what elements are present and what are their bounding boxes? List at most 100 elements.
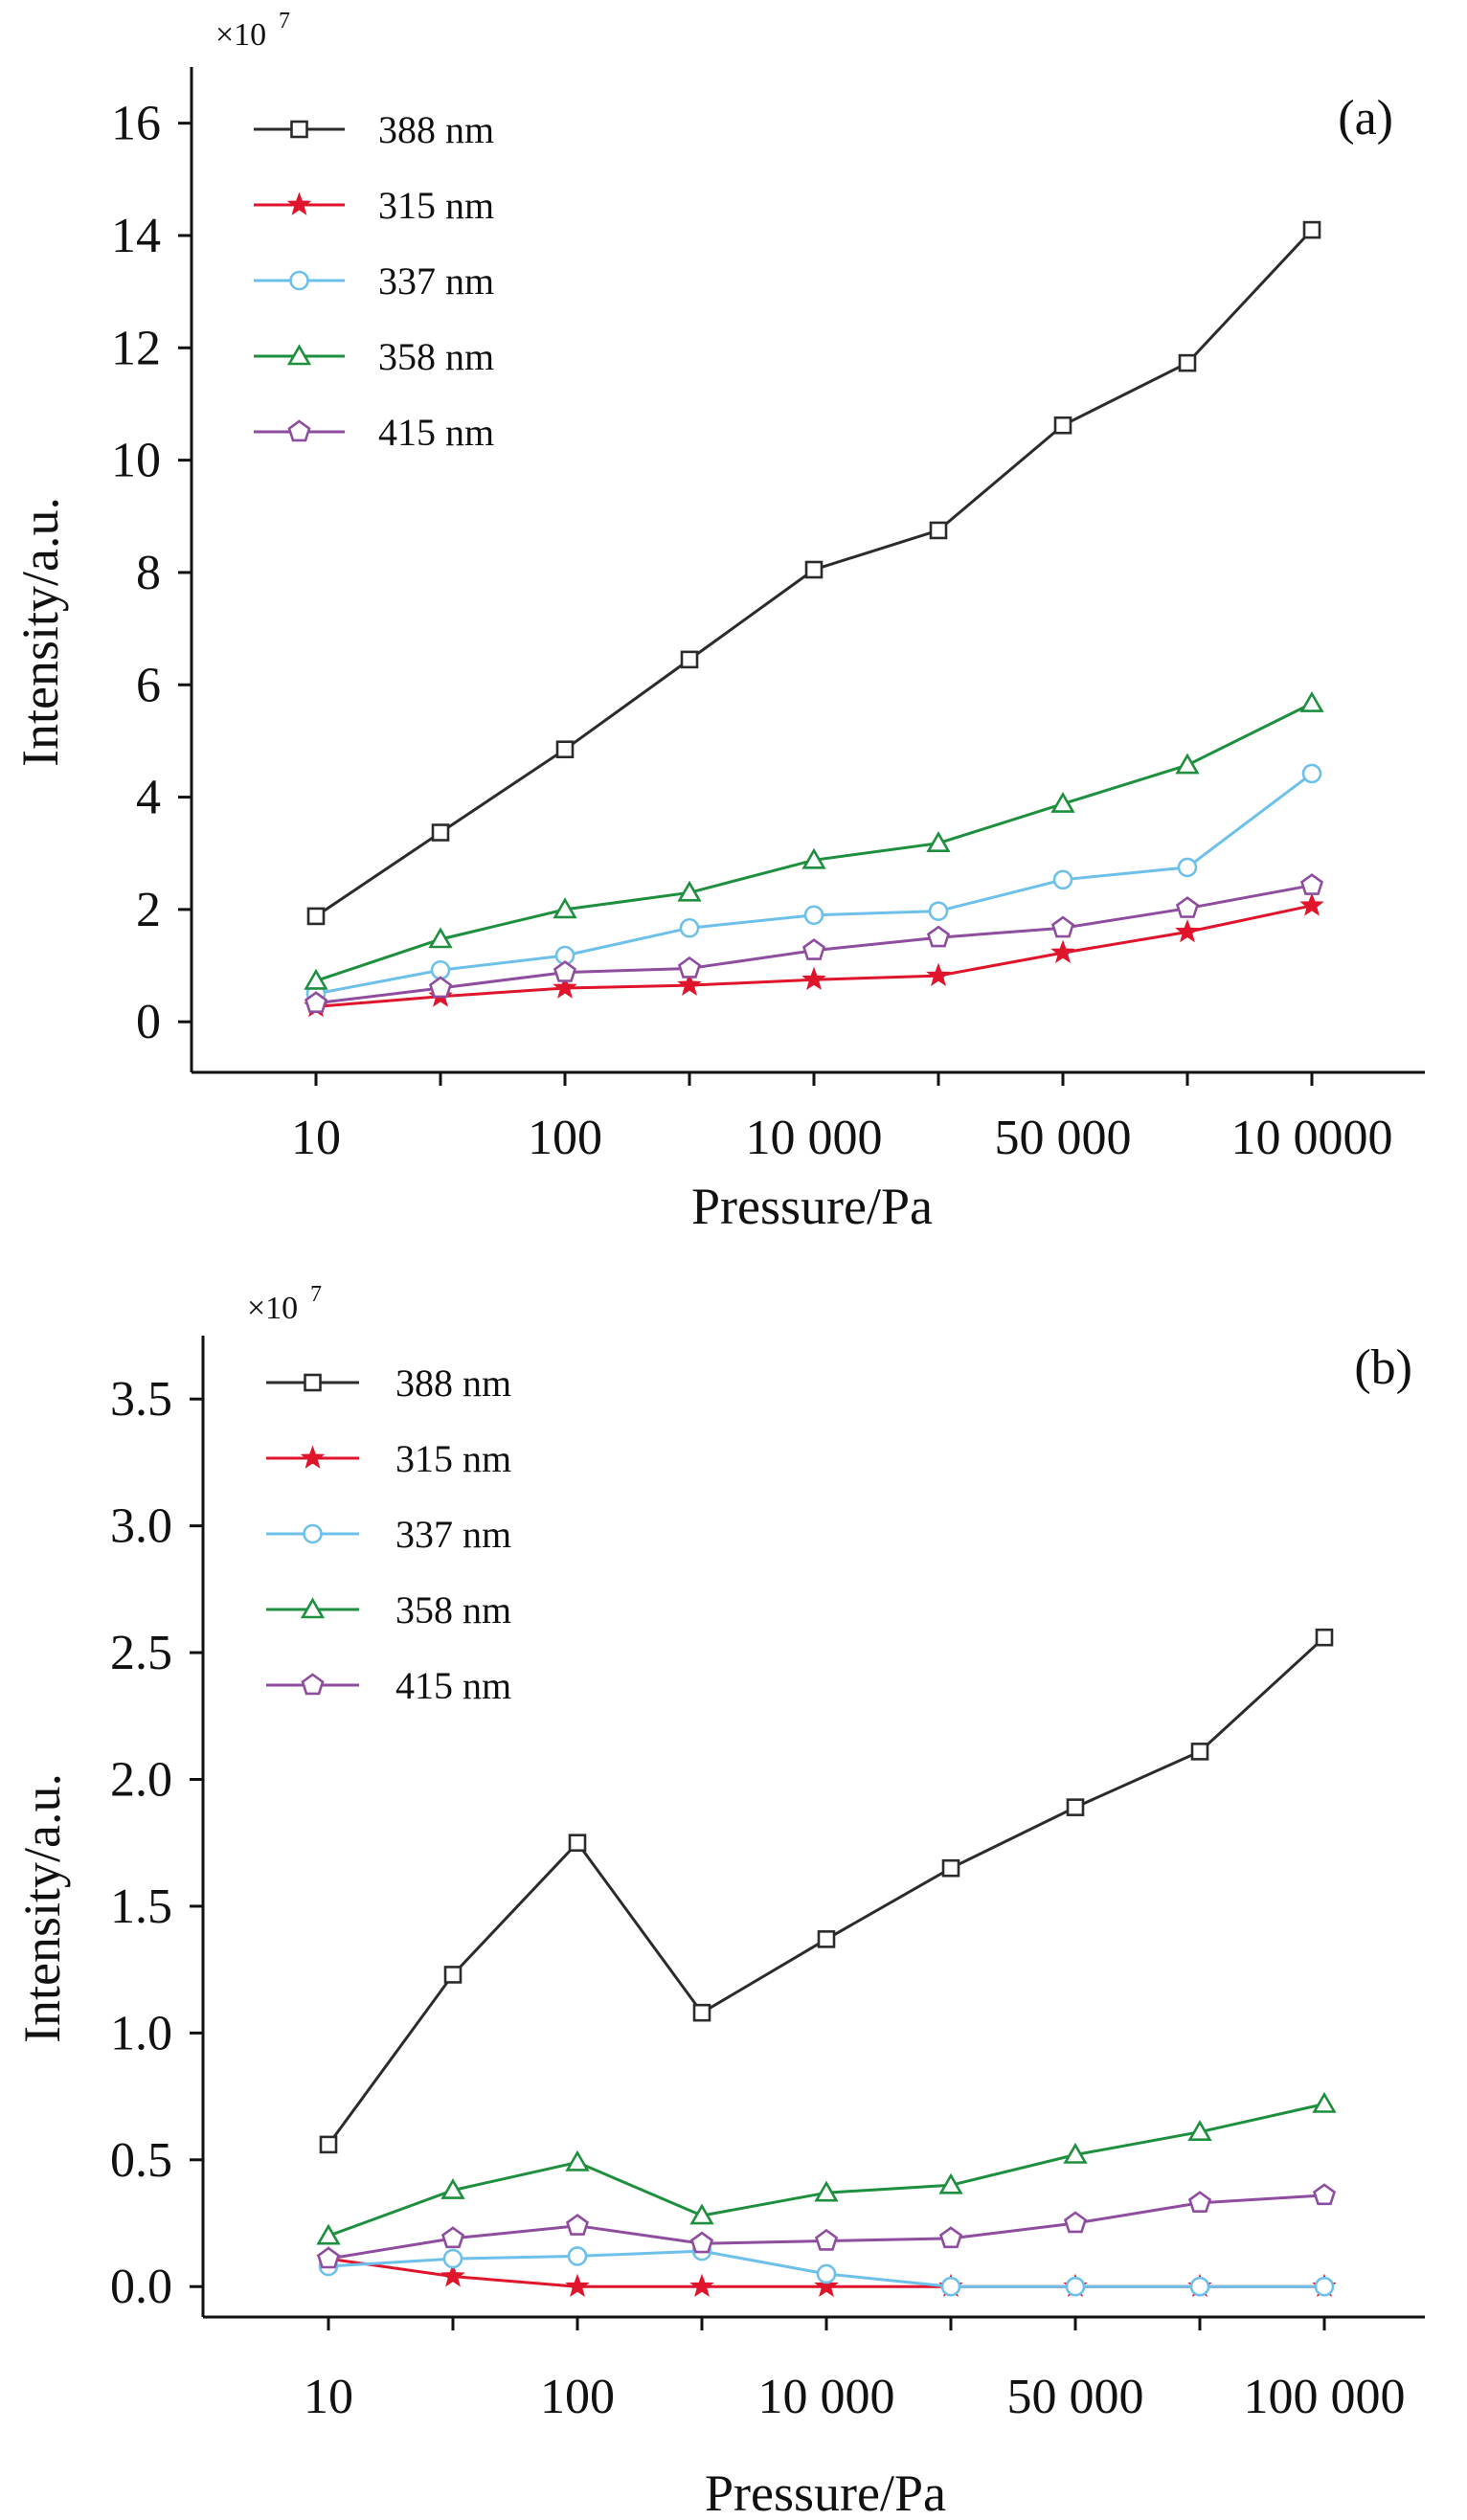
panel-a-series-415-nm bbox=[304, 873, 1324, 1013]
panel-a-legend-marker bbox=[287, 419, 311, 442]
panel-a-data-point bbox=[1175, 753, 1200, 775]
panel-b-data-point bbox=[567, 2246, 588, 2266]
panel-a-data-point bbox=[1175, 896, 1200, 918]
panel-a-data-point bbox=[928, 901, 949, 921]
panel-a-legend-label: 358 nm bbox=[378, 335, 494, 378]
panel-a-x-tick-label: 10 0000 bbox=[1231, 1111, 1393, 1165]
panel-b-data-point bbox=[1063, 2211, 1088, 2234]
panel-a-x-tick-label: 10 000 bbox=[746, 1111, 883, 1165]
panel-a-y-tick-label: 2 bbox=[136, 883, 161, 937]
panel-b-data-point bbox=[443, 1966, 463, 1984]
panel-b-data-point bbox=[316, 2223, 341, 2245]
panel-b-y-tick-label: 0.5 bbox=[110, 2133, 172, 2188]
panel-b: ×10 7 (b) Pressure/Pa Intensity/a.u. 0.0… bbox=[13, 1282, 1425, 2520]
panel-b-y-tick-label: 2.5 bbox=[110, 1626, 172, 1680]
panel-a-data-point bbox=[1052, 869, 1073, 890]
panel-b-data-point bbox=[689, 2273, 714, 2298]
panel-a-data-point bbox=[1050, 939, 1075, 963]
panel-a-data-point bbox=[677, 972, 702, 996]
panel-b-legend-marker bbox=[304, 1373, 322, 1392]
panel-a-y-tick-label: 10 bbox=[111, 434, 161, 488]
panel-a-data-point bbox=[801, 847, 826, 869]
panel-a-legend-item: 415 nm bbox=[254, 411, 494, 454]
panel-b-legend-item: 315 nm bbox=[266, 1437, 511, 1480]
panel-a-data-point bbox=[1178, 353, 1197, 372]
panel-b-x-tick-label: 10 000 bbox=[758, 2370, 895, 2424]
panel-a-data-point bbox=[304, 968, 328, 990]
panel-a-data-point bbox=[679, 917, 700, 938]
panel-b-data-point bbox=[938, 2172, 963, 2194]
panel-a-data-point bbox=[553, 975, 577, 999]
panel-b-x-tick-label: 100 000 bbox=[1244, 2370, 1406, 2424]
panel-a-x-tick-label: 50 000 bbox=[995, 1111, 1132, 1165]
panel-a-legend-label: 315 nm bbox=[378, 184, 494, 227]
panel-b-data-point bbox=[1314, 2276, 1335, 2297]
panel-b-series-415-nm bbox=[316, 2183, 1337, 2269]
panel-b-series-388-nm bbox=[319, 1628, 1334, 2154]
panel-b-x-axis-title: Pressure/Pa bbox=[705, 2464, 946, 2520]
panel-a-legend-marker bbox=[289, 270, 309, 291]
panel-b-y-tick-label: 0.0 bbox=[110, 2260, 172, 2314]
panel-b-legend-marker bbox=[300, 1597, 326, 1619]
panel-b-data-point bbox=[1315, 1628, 1334, 1647]
panel-b-data-point bbox=[1312, 2183, 1337, 2206]
panel-b-legend-label: 388 nm bbox=[395, 1361, 511, 1405]
panel-a-legend-item: 337 nm bbox=[254, 259, 494, 303]
panel-b-label: (b) bbox=[1354, 1340, 1412, 1395]
panel-a-data-point bbox=[801, 966, 826, 991]
panel-b-legend-label: 315 nm bbox=[395, 1437, 511, 1480]
panel-b-y-tick-label: 1.0 bbox=[110, 2006, 172, 2060]
panel-b-y-tick-label: 1.5 bbox=[110, 1879, 172, 1934]
panel-a-data-point bbox=[1299, 691, 1324, 712]
panel-b-x-tick-label: 100 bbox=[540, 2370, 615, 2424]
panel-b-data-point bbox=[440, 2226, 465, 2249]
panel-a-data-point bbox=[680, 650, 699, 669]
panel-a-data-point bbox=[926, 831, 951, 853]
panel-a-legend-item: 388 nm bbox=[254, 108, 494, 151]
panel-b-data-point bbox=[940, 2276, 961, 2297]
panel-a: ×10 7 (a) Pressure/Pa Intensity/a.u. 0 2 4… bbox=[11, 9, 1425, 1235]
panel-a-legend-item: 358 nm bbox=[254, 335, 494, 378]
panel-a-multiplier-exponent: 7 bbox=[279, 9, 290, 34]
panel-b-data-point bbox=[568, 1834, 587, 1853]
panel-b-data-point bbox=[814, 2228, 839, 2251]
panel-b-series-337-nm bbox=[318, 2240, 1335, 2297]
panel-b-legend-marker bbox=[303, 1523, 323, 1544]
panel-a-multiplier: ×10 7 bbox=[215, 9, 290, 53]
panel-b-data-point bbox=[565, 2149, 590, 2171]
panel-a-y-tick-label: 12 bbox=[111, 321, 161, 375]
panel-b-data-point bbox=[1065, 2276, 1086, 2297]
panel-a-data-point bbox=[428, 976, 453, 999]
panel-a-x-axis-title: Pressure/Pa bbox=[691, 1178, 933, 1235]
panel-a-data-point bbox=[1301, 763, 1322, 784]
panel-a-data-point bbox=[801, 938, 826, 960]
panel-b-data-point bbox=[440, 2178, 465, 2199]
panel-a-legend-marker bbox=[290, 120, 308, 139]
panel-b-multiplier: ×10 7 bbox=[247, 1282, 322, 1326]
panel-a-y-tick-label: 8 bbox=[136, 546, 161, 600]
panel-b-data-point bbox=[440, 2263, 465, 2287]
panel-b-legend: 388 nm 315 nm 337 nm 358 nm 415 nm bbox=[266, 1361, 511, 1707]
panel-a-y-tick-label: 4 bbox=[136, 771, 161, 825]
panel-a-legend-label: 415 nm bbox=[378, 411, 494, 454]
panel-b-data-point bbox=[689, 2231, 714, 2254]
panel-b-legend-marker bbox=[300, 1445, 326, 1469]
panel-a-data-point bbox=[553, 959, 577, 982]
panel-b-y-tick-label: 3.5 bbox=[110, 1372, 172, 1427]
panel-b-legend-item: 388 nm bbox=[266, 1361, 511, 1405]
panel-b-data-point bbox=[817, 1930, 836, 1948]
panel-a-legend: 388 nm 315 nm 337 nm 358 nm 415 nm bbox=[254, 108, 494, 454]
panel-a-y-tick-label: 6 bbox=[136, 658, 161, 712]
panel-b-multiplier-label: ×10 bbox=[247, 1291, 298, 1326]
panel-b-data-point bbox=[319, 2135, 338, 2154]
panel-a-y-tick-label: 0 bbox=[136, 995, 161, 1049]
panel-a-legend-marker bbox=[286, 344, 312, 366]
panel-a-data-point bbox=[1299, 873, 1324, 895]
panel-b-data-point bbox=[565, 2214, 590, 2236]
panel-a-data-point bbox=[1302, 220, 1321, 239]
panel-b-data-point bbox=[1187, 2120, 1212, 2141]
panel-b-x-tick-label: 10 bbox=[304, 2370, 353, 2424]
panel-b-data-point bbox=[565, 2273, 590, 2298]
panel-b-data-point bbox=[1312, 2091, 1337, 2113]
